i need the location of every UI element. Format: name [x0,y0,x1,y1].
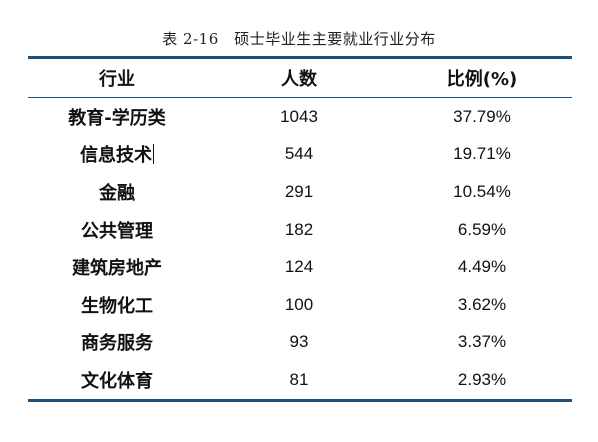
text-cursor [153,144,154,165]
table-bottom-rule [28,398,572,402]
table-row: 金融 291 10.54% [28,173,572,211]
table-header-row: 行业 人数 比例(%) [28,59,572,97]
count-cell: 544 [284,144,314,164]
industry-cell: 商务服务 [81,333,153,355]
industry-table: 行业 人数 比例(%) 教育-学历类 1043 37.79% 信息技术 544 … [28,56,572,402]
industry-cell-text: 信息技术 [80,145,152,167]
ratio-cell: 4.49% [457,257,507,277]
table-row: 教育-学历类 1043 37.79% [28,98,572,136]
industry-cell: 生物化工 [81,295,153,317]
ratio-cell: 3.37% [457,332,507,352]
table-row: 建筑房地产 124 4.49% [28,248,572,286]
header-industry: 行业 [99,69,135,90]
industry-cell: 公共管理 [81,220,153,242]
table-row: 公共管理 182 6.59% [28,211,572,249]
table-row: 生物化工 100 3.62% [28,286,572,324]
ratio-cell: 2.93% [457,369,507,389]
count-cell: 100 [284,294,314,314]
count-cell: 81 [289,369,309,389]
ratio-cell: 3.62% [457,294,507,314]
count-cell: 1043 [280,106,318,126]
industry-cell: 文化体育 [81,370,153,392]
table-row: 信息技术 544 19.71% [28,136,572,174]
industry-cell: 教育-学历类 [68,107,166,129]
ratio-cell: 19.71% [453,144,511,164]
table-caption: 表 2-16 硕士毕业生主要就业行业分布 [162,30,436,48]
count-cell: 124 [284,257,314,277]
industry-cell: 金融 [99,182,135,204]
header-count: 人数 [281,69,317,90]
header-ratio: 比例(%) [446,69,518,90]
table-row: 商务服务 93 3.37% [28,324,572,362]
industry-cell: 建筑房地产 [72,258,162,280]
count-cell: 291 [284,181,314,201]
ratio-cell: 6.59% [457,219,507,239]
ratio-cell: 10.54% [453,181,511,201]
count-cell: 93 [289,332,309,352]
table-row: 文化体育 81 2.93% [28,361,572,399]
ratio-cell: 37.79% [453,106,511,126]
count-cell: 182 [284,219,314,239]
industry-cell[interactable]: 信息技术 [28,141,206,167]
table-header-rule [28,97,572,98]
table-top-rule [28,56,572,59]
